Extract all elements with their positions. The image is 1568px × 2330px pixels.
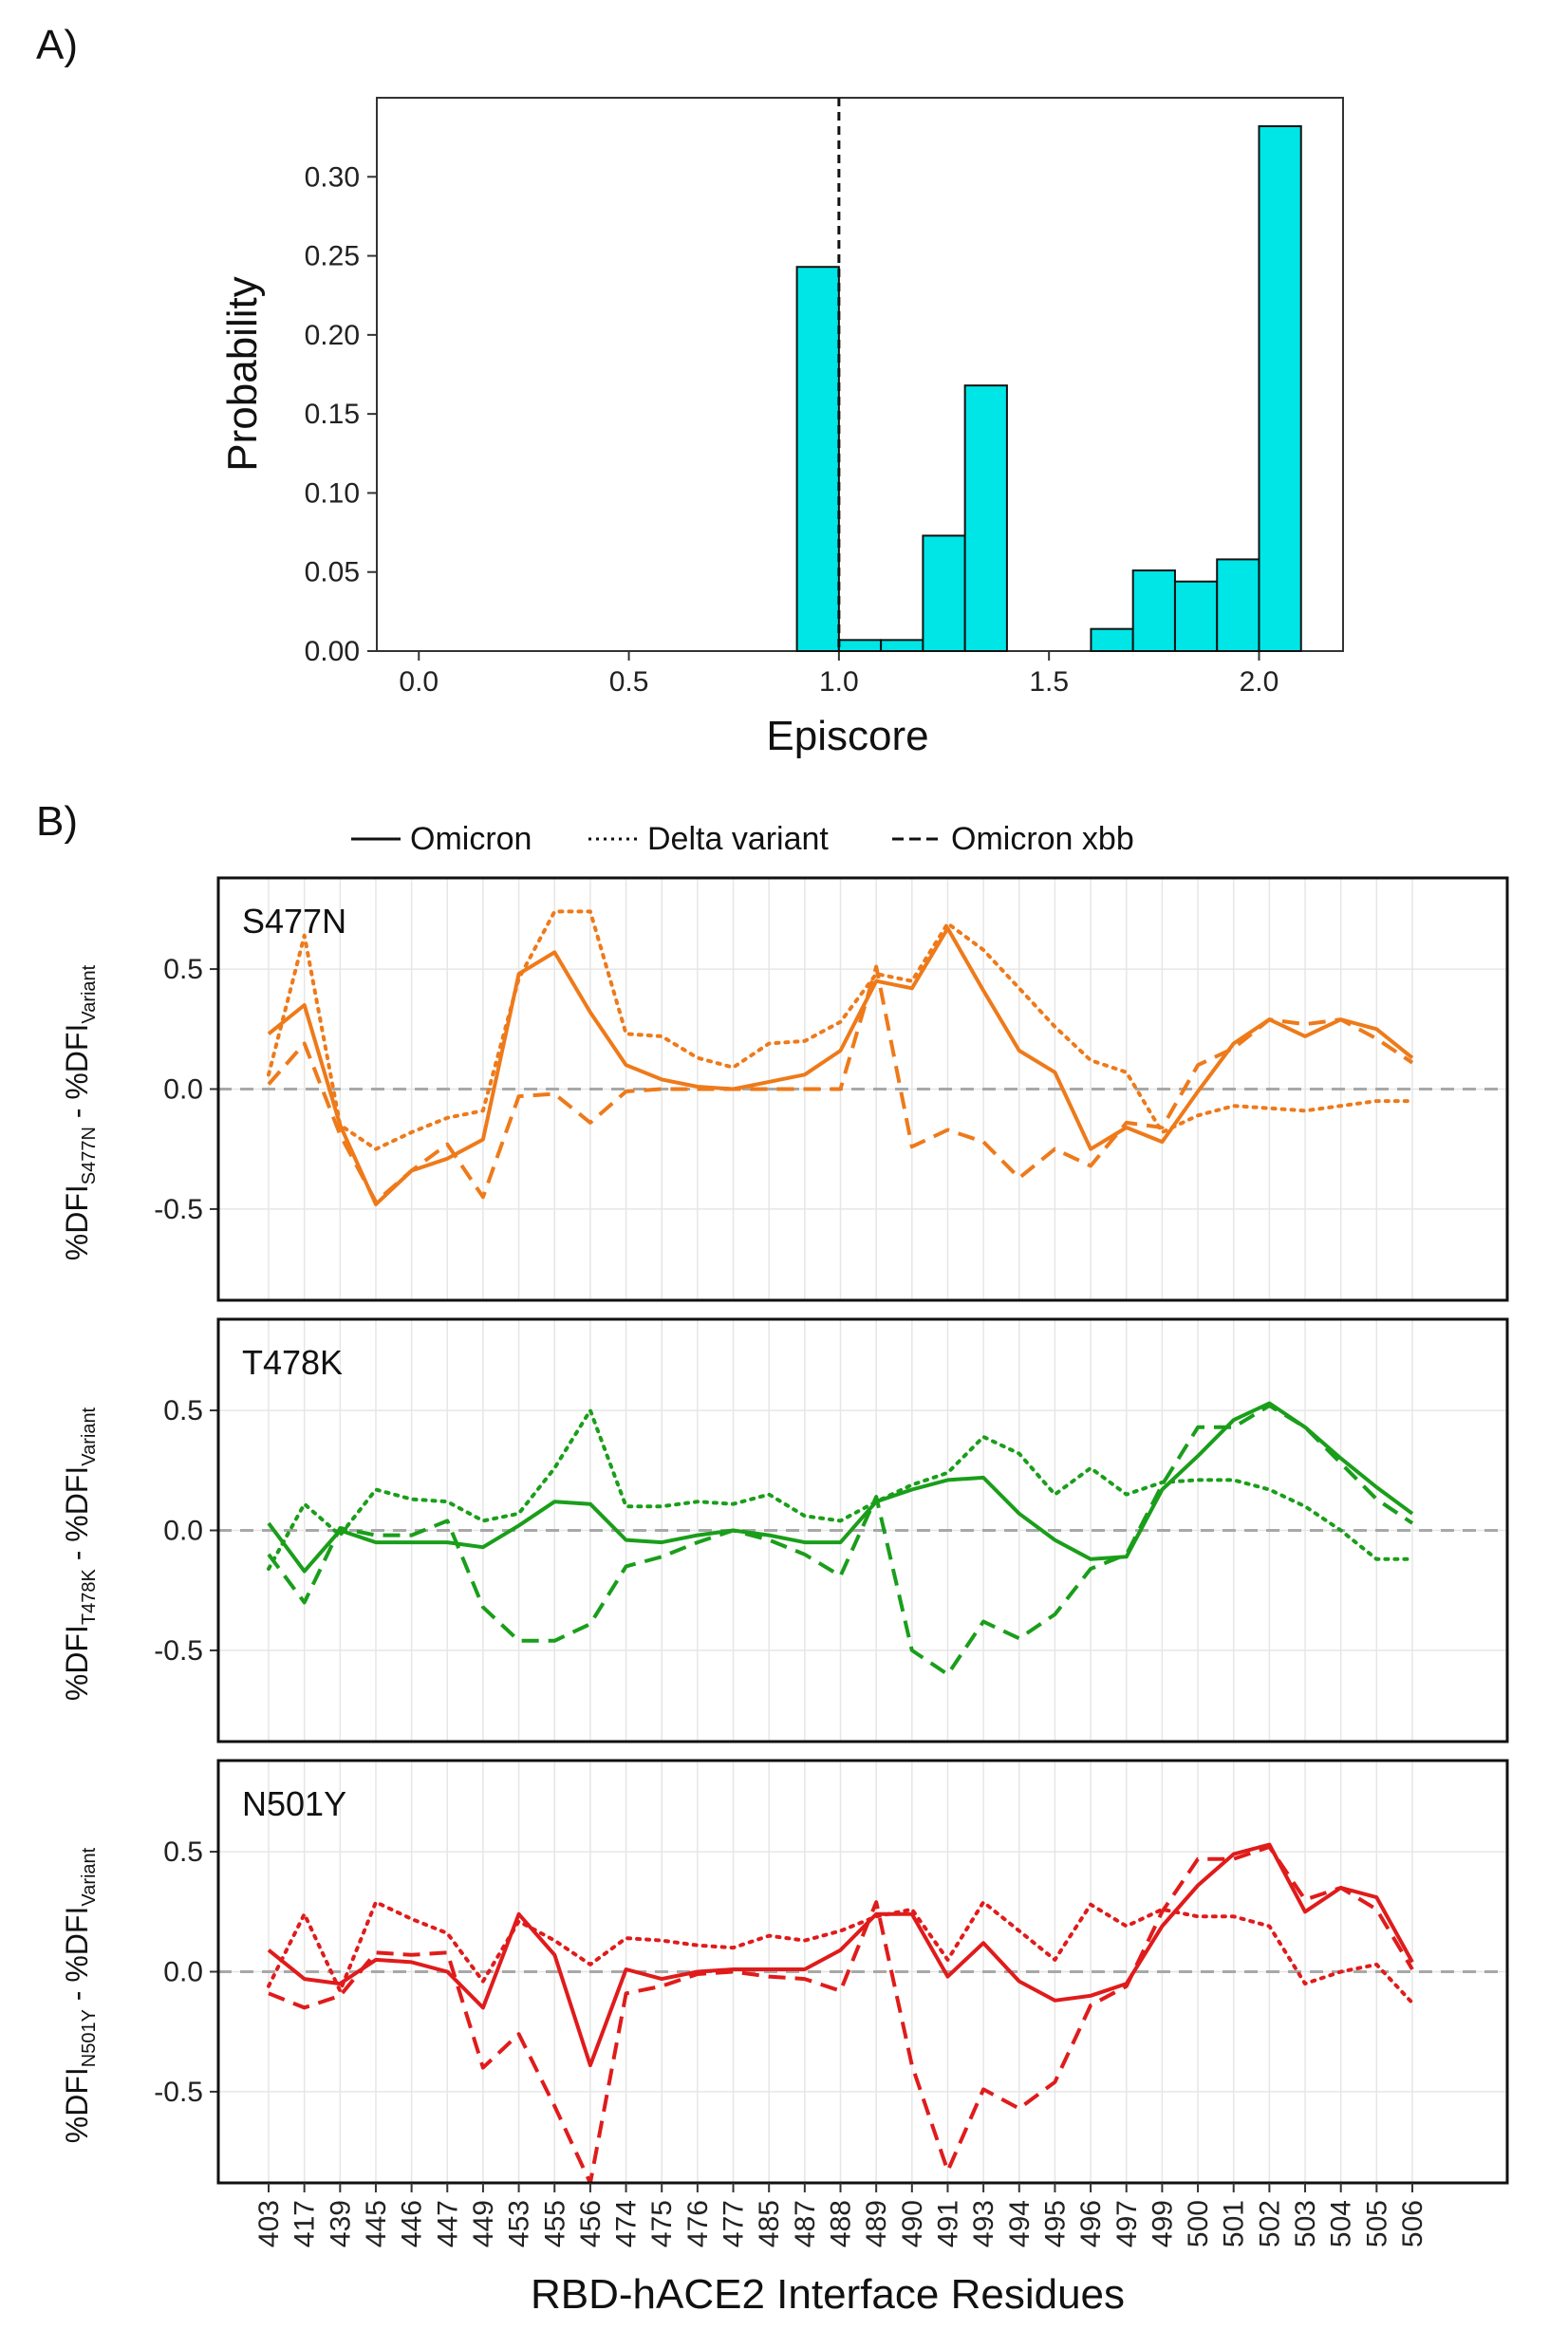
facet-title: T478K (242, 1343, 343, 1382)
histogram-x-tick-label: 1.0 (819, 666, 859, 698)
facet-y-tick-label: 0.5 (163, 954, 203, 985)
series-line-omicron (267, 1842, 1414, 2068)
residue-tick-label: 495 (1039, 2200, 1071, 2247)
facet-frame (216, 876, 1509, 1302)
histogram-x-tick-label: 0.0 (399, 666, 439, 698)
facet-title: N501Y (242, 1784, 346, 1823)
facet-y-tick-label: 0.0 (163, 1074, 203, 1106)
facet-y-tick-label: 0.0 (163, 1957, 203, 1988)
histogram-bar (1258, 124, 1302, 653)
series-line-omicron-xbb (268, 1845, 1414, 2185)
facet-y-tick-label: 0.5 (163, 1395, 203, 1426)
histogram-bar (837, 639, 883, 653)
facet-t478k: -0.5 0.0 0.5 T478K %DFIT478K - %DFIVariant (60, 1317, 1509, 1743)
facet-s477n: -0.5 0.0 0.5 S477N %DFIS477N - %DFIVariant (60, 876, 1509, 1302)
series-line-omicron-xbb (267, 1404, 1414, 1677)
histogram-bar (922, 534, 966, 652)
residue-tick-label: 477 (719, 2200, 750, 2247)
facet-frame (216, 1317, 1509, 1743)
residue-tick-label: 502 (1254, 2200, 1285, 2247)
residue-tick-label: 449 (468, 2200, 499, 2247)
histogram-bar (1216, 558, 1260, 652)
residue-tick-label: 403 (253, 2200, 285, 2247)
facet-y-tick-label: 0.5 (163, 1836, 203, 1868)
residue-tick-label: 439 (325, 2200, 356, 2247)
histogram-bar (1090, 627, 1134, 652)
line-legend: Omicron Delta variant Omicron xbb (351, 821, 1134, 857)
legend-entry: Omicron (410, 821, 532, 857)
residue-tick-label: 456 (575, 2200, 607, 2247)
facet-y-tick-label: -0.5 (154, 1194, 203, 1225)
legend-entry: Delta variant (647, 821, 829, 857)
residue-tick-label: 445 (361, 2200, 392, 2247)
facet-y-axis-title: %DFIN501Y - %DFIVariant (60, 1847, 100, 2143)
series-line-delta-variant (267, 1900, 1414, 2005)
histogram-plot-area (376, 97, 1344, 652)
residue-tick-label: 496 (1075, 2200, 1107, 2247)
facet-y-axis-title: %DFIT478K - %DFIVariant (60, 1407, 100, 1701)
histogram-y-tick-label: 0.20 (305, 320, 360, 351)
histogram-y-tick-label: 0.10 (305, 477, 360, 509)
facet-y-tick-label: -0.5 (154, 2077, 203, 2108)
histogram-y-tick-label: 0.25 (305, 241, 360, 272)
residue-tick-label: 474 (611, 2200, 643, 2247)
residue-tick-label: 455 (539, 2200, 570, 2247)
histogram-x-tick-label: 0.5 (609, 666, 649, 698)
residue-tick-label: 487 (790, 2200, 821, 2247)
residue-tick-label: 504 (1326, 2200, 1357, 2247)
histogram-x-tick-label: 1.5 (1029, 666, 1069, 698)
legend-entry: Omicron xbb (951, 821, 1134, 857)
residue-tick-label: 417 (289, 2200, 321, 2247)
residue-axis-title: RBD-hACE2 Interface Residues (531, 2271, 1125, 2318)
histogram-bar (963, 384, 1008, 652)
panel-a-label: A) (36, 22, 78, 68)
series-line-omicron-xbb (267, 964, 1414, 1204)
facet-y-axis-title: %DFIS477N - %DFIVariant (60, 964, 100, 1260)
histogram-bar (1131, 569, 1176, 653)
residue-tick-label: 493 (968, 2200, 999, 2247)
residue-tick-label: 506 (1397, 2200, 1428, 2247)
series-line-delta-variant (267, 1408, 1414, 1571)
residue-tick-label: 497 (1111, 2200, 1143, 2247)
histogram-bar (880, 639, 924, 653)
residue-tick-label: 489 (861, 2200, 892, 2247)
residue-tick-label: 488 (826, 2200, 857, 2247)
facet-n501y: -0.5 0.0 0.5 N501Y %DFIN501Y - %DFIVariant (60, 1759, 1509, 2185)
histogram-y-tick-label: 0.30 (305, 161, 360, 193)
residue-tick-label: 446 (397, 2200, 428, 2247)
facet-y-tick-label: -0.5 (154, 1635, 203, 1667)
residue-tick-label: 491 (932, 2200, 963, 2247)
residue-tick-label: 500 (1183, 2200, 1214, 2247)
histogram-bar (795, 266, 840, 652)
residue-tick-label: 485 (754, 2200, 785, 2247)
histogram-bar (1173, 580, 1219, 652)
histogram-y-axis-title: Probability (219, 276, 266, 471)
histogram-y-tick-label: 0.05 (305, 557, 360, 588)
residue-tick-label: 503 (1290, 2200, 1321, 2247)
residue-tick-label: 505 (1361, 2200, 1392, 2247)
residue-tick-label: 494 (1004, 2200, 1036, 2247)
residue-tick-label: 453 (504, 2200, 535, 2247)
panel-b-label: B) (36, 798, 78, 845)
facet-y-tick-label: 0.0 (163, 1516, 203, 1547)
series-line-delta-variant (267, 909, 1414, 1151)
histogram-x-tick-label: 2.0 (1240, 666, 1279, 698)
residue-tick-label: 499 (1147, 2200, 1178, 2247)
residue-axis: 403 417 439 445 446 447 449 453 455 456 474 475 476 4… (253, 2183, 1428, 2247)
residue-tick-label: 475 (646, 2200, 678, 2247)
histogram-y-tick-label: 0.15 (305, 399, 360, 430)
residue-tick-label: 490 (897, 2200, 928, 2247)
residue-tick-label: 447 (432, 2200, 463, 2247)
residue-tick-label: 501 (1219, 2200, 1250, 2247)
facet-frame (216, 1759, 1509, 2185)
histogram-x-axis-title: Episcore (766, 713, 928, 759)
series-line-omicron (267, 1401, 1414, 1574)
histogram-y-tick-label: 0.00 (305, 636, 360, 667)
histogram-panel: 0.00 0.05 0.10 0.15 0.20 0.25 0.30 0.0 0.5 1.0 1.… (219, 97, 1344, 759)
residue-tick-label: 476 (682, 2200, 714, 2247)
facet-title: S477N (242, 902, 346, 941)
series-line-omicron (267, 926, 1414, 1206)
